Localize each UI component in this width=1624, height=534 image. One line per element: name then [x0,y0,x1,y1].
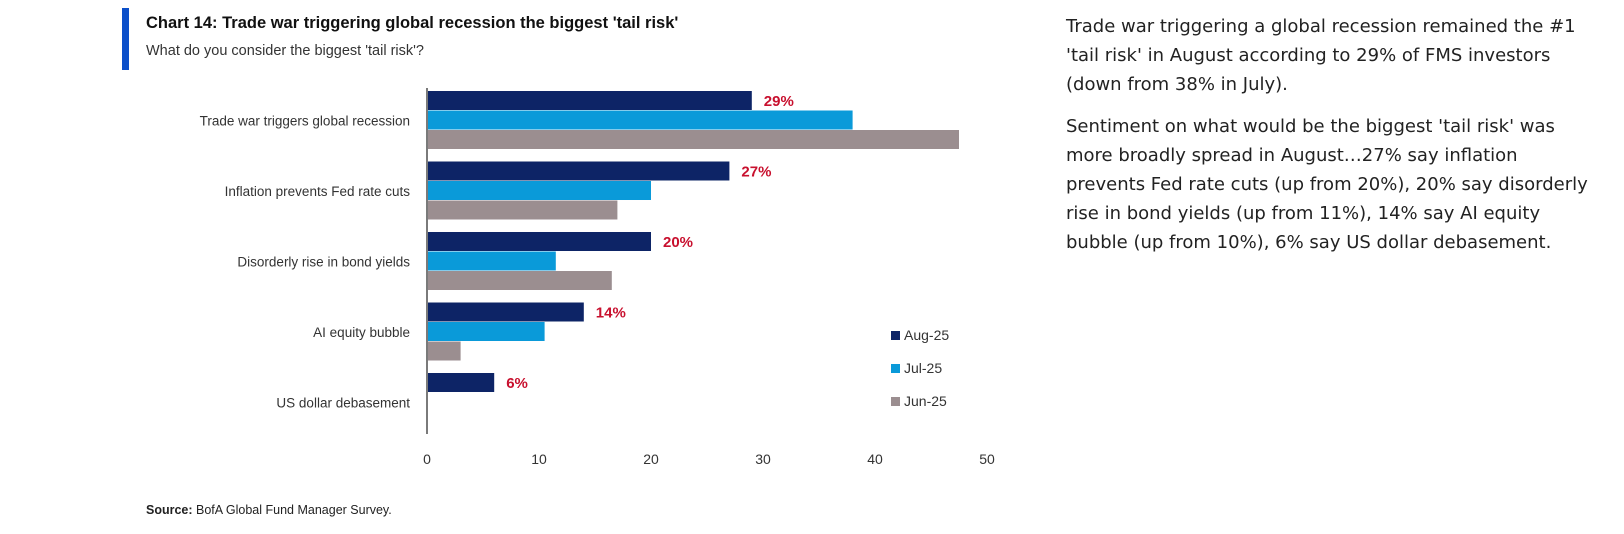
data-label: 29% [764,93,794,110]
x-tick-label: 50 [979,451,995,467]
bar-jun-25 [428,271,612,290]
bar-aug-25 [428,161,730,181]
x-tick-label: 30 [755,451,771,467]
bar-aug-25 [428,232,651,251]
category-label: AI equity bubble [313,325,410,340]
source-text: BofA Global Fund Manager Survey. [192,503,392,517]
title-accent-bar [122,8,129,70]
source-note: Source: BofA Global Fund Manager Survey. [146,503,392,517]
chart-subtitle: What do you consider the biggest 'tail r… [146,43,424,59]
bar-jun-25 [428,130,959,149]
category-label: US dollar debasement [276,395,410,410]
bar-chart: Trade war triggers global recession 29% In… [200,88,995,467]
source-label: Source: [146,503,193,517]
bar-jul-25 [428,251,556,271]
commentary-paragraph-1: Trade war triggering a global recession … [1066,16,1576,95]
bar-jul-25 [428,181,651,200]
bar-jul-25 [428,322,545,341]
bar-jul-25 [428,110,853,130]
legend-label: Jun-25 [904,393,947,409]
category-label: Inflation prevents Fed rate cuts [225,184,411,199]
legend-swatch [891,364,900,373]
x-tick-label: 10 [531,451,547,467]
data-label: 6% [506,375,528,392]
x-tick-label: 0 [423,451,431,467]
legend-swatch [891,331,900,340]
data-label: 14% [596,305,626,322]
bar-aug-25 [428,91,752,110]
legend-label: Aug-25 [904,327,949,343]
category-label: Disorderly rise in bond yields [237,254,410,269]
data-label: 27% [741,164,771,181]
category-label: Trade war triggers global recession [200,113,410,128]
data-label: 20% [663,234,693,251]
bar-jun-25 [428,341,461,361]
chart-title: Chart 14: Trade war triggering global re… [146,14,679,32]
bar-aug-25 [428,302,584,322]
x-tick-label: 40 [867,451,883,467]
commentary: Trade war triggering a global recession … [1066,12,1596,270]
x-tick-label: 20 [643,451,659,467]
legend-label: Jul-25 [904,360,942,376]
commentary-paragraph-2: Sentiment on what would be the biggest '… [1066,116,1588,253]
bar-aug-25 [428,373,495,392]
legend-swatch [891,397,900,406]
bar-jun-25 [428,200,618,220]
